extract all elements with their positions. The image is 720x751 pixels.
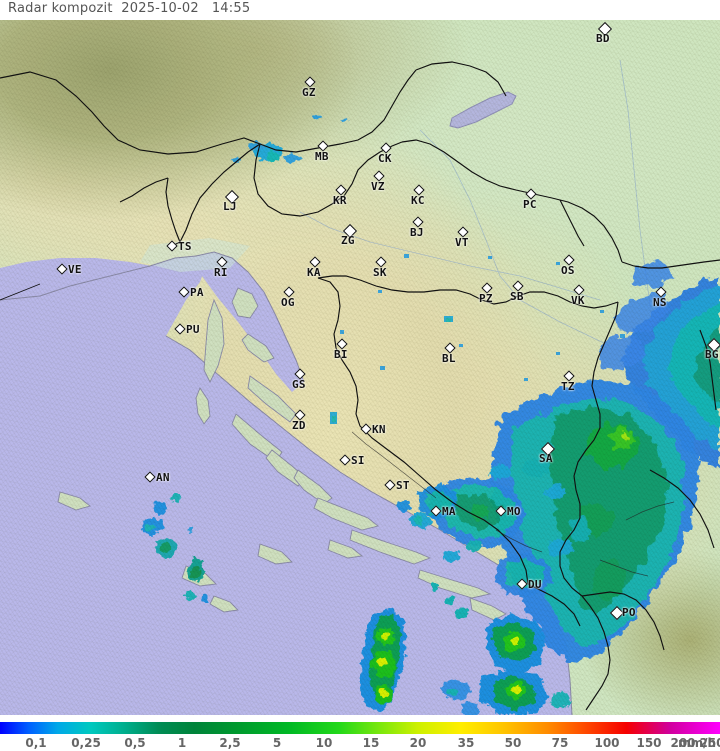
legend-tick-0: 0,1 xyxy=(25,736,47,750)
city-label: SA xyxy=(539,452,553,465)
legend-tick-6: 10 xyxy=(315,736,333,750)
legend-tick-8: 20 xyxy=(409,736,427,750)
radar-map[interactable]: BD GZ MB CK LJ KR VZ KC PC TS ZG BJ VT RI KA SK OS VE PA OG… xyxy=(0,0,720,715)
legend-tick-11: 75 xyxy=(551,736,569,750)
city-label: CK xyxy=(378,152,392,165)
admin-borders xyxy=(351,431,675,577)
city-label: PZ xyxy=(479,292,493,305)
city-label: BD xyxy=(596,32,610,45)
city-label: PU xyxy=(186,323,200,336)
city-label: KN xyxy=(372,423,386,436)
legend-tick-5: 5 xyxy=(272,736,282,750)
city-label: PC xyxy=(523,198,537,211)
city-label: GS xyxy=(292,378,306,391)
city-label: PA xyxy=(190,286,204,299)
city-label: VK xyxy=(571,294,585,307)
color-scale-tick-labels: 0,1 0,25 0,5 1 2,5 5 10 15 20 35 50 75 100 150 200250 xyxy=(0,736,720,751)
color-scale-gradient-bar xyxy=(0,722,720,734)
city-label: GZ xyxy=(302,86,316,99)
city-label: VZ xyxy=(371,180,385,193)
city-label: VE xyxy=(68,263,82,276)
city-label: NS xyxy=(653,296,667,309)
city-label: MO xyxy=(507,505,521,518)
city-label: BJ xyxy=(410,226,424,239)
title-bar: Radar kompozit 2025-10-02 14:55 xyxy=(0,0,720,20)
echo-herzegovina xyxy=(409,459,566,562)
city-label: TS xyxy=(178,240,192,253)
city-label: MB xyxy=(315,150,329,163)
city-label: SK xyxy=(373,266,387,279)
city-label: DU xyxy=(528,578,542,591)
city-label: KR xyxy=(333,194,347,207)
national-borders xyxy=(0,61,720,711)
city-label: KC xyxy=(411,194,425,207)
city-label: BI xyxy=(334,348,348,361)
echo-italy-coast xyxy=(140,494,208,602)
city-label: ST xyxy=(396,479,410,492)
legend-tick-13: 150 xyxy=(636,736,662,750)
city-label: SI xyxy=(351,454,365,467)
sea-polygon xyxy=(0,252,572,715)
city-label: VT xyxy=(455,236,469,249)
geography-layer xyxy=(0,59,720,715)
legend-tick-4: 2,5 xyxy=(219,736,241,750)
legend-tick-2: 0,5 xyxy=(124,736,146,750)
city-label: OG xyxy=(281,296,295,309)
city-label: BL xyxy=(442,352,456,365)
city-label: MA xyxy=(442,505,456,518)
city-label: OS xyxy=(561,264,575,277)
city-label: SB xyxy=(510,290,524,303)
color-scale-unit-label: mm/h xyxy=(678,736,716,750)
legend-tick-14: 200 xyxy=(670,736,696,750)
city-label: KA xyxy=(307,266,321,279)
terrain-texture-overlay xyxy=(0,0,720,715)
page-title: Radar kompozit 2025-10-02 14:55 xyxy=(8,1,251,16)
legend-tick-1: 0,25 xyxy=(71,736,101,750)
legend-tick-9: 35 xyxy=(457,736,475,750)
legend-tick-10: 50 xyxy=(504,736,522,750)
city-label: BG xyxy=(705,348,719,361)
city-label: RI xyxy=(214,266,228,279)
echo-adriatic-cell-a xyxy=(360,608,406,712)
city-label: ZG xyxy=(341,234,355,247)
legend-tick-3: 1 xyxy=(177,736,187,750)
echo-adriatic-cell-b xyxy=(430,582,570,715)
city-label: TZ xyxy=(561,380,575,393)
legend-tick-15: 250 xyxy=(699,736,720,750)
city-label: PO xyxy=(622,606,636,619)
legend-tick-7: 15 xyxy=(362,736,380,750)
city-label: LJ xyxy=(223,200,237,213)
city-label: AN xyxy=(156,471,170,484)
color-scale-legend: 0,10,250,512,55101520355075100150200250 … xyxy=(0,715,720,751)
lake-balaton xyxy=(449,91,517,129)
legend-tick-12: 100 xyxy=(594,736,620,750)
city-label: ZD xyxy=(292,419,306,432)
